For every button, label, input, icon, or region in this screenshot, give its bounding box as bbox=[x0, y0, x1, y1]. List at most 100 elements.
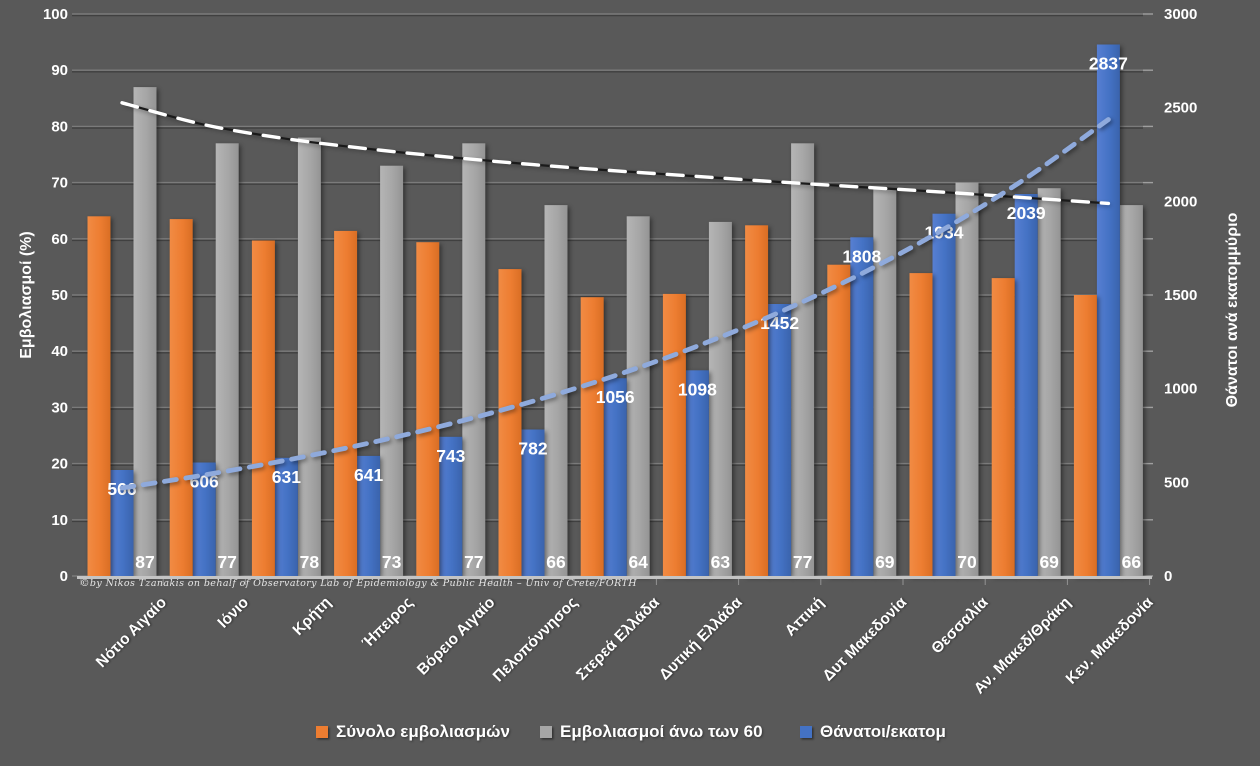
bar-deaths bbox=[603, 378, 627, 576]
x-axis-line bbox=[77, 576, 1152, 585]
tick-label: 69 bbox=[875, 552, 895, 572]
bar-over60 bbox=[1037, 188, 1061, 576]
tick-label: 100 bbox=[43, 6, 68, 23]
bar-total bbox=[87, 216, 111, 577]
legend-item-over-60-vaccinations: Εμβολιασμοί άνω των 60 bbox=[540, 722, 763, 742]
bar-deaths bbox=[357, 455, 381, 576]
tick-label: 0 bbox=[60, 568, 68, 585]
tick-label: 782 bbox=[518, 439, 547, 459]
trendline-deaths-dashed bbox=[119, 117, 1111, 491]
bar-over60 bbox=[133, 87, 157, 576]
bar-over60 bbox=[873, 188, 897, 576]
bar-value-labels: 8756677606786317364177743667826410566310… bbox=[107, 54, 1141, 572]
tick-label: 78 bbox=[300, 552, 320, 572]
tick-label: 1808 bbox=[842, 246, 881, 266]
tick-label: 0 bbox=[1164, 568, 1172, 585]
tick-label: 69 bbox=[1039, 552, 1059, 572]
bar-total bbox=[416, 242, 440, 576]
tick-label: 743 bbox=[436, 446, 465, 466]
right-axis-title: Θάνατοι ανά εκατομμύριο bbox=[1224, 212, 1241, 408]
bar-over60 bbox=[462, 143, 486, 577]
bar-total bbox=[662, 293, 686, 576]
tick-label: 2000 bbox=[1164, 193, 1197, 210]
tick-label: 1000 bbox=[1164, 381, 1197, 398]
legend-label: Θάνατοι/εκατομ bbox=[820, 722, 946, 741]
legend-swatch-blue bbox=[800, 726, 812, 738]
tick-label: 77 bbox=[217, 552, 236, 572]
bar-total bbox=[498, 269, 522, 576]
tick-label: 2500 bbox=[1164, 100, 1197, 117]
bar-total bbox=[580, 297, 604, 576]
tick-label: 77 bbox=[793, 552, 812, 572]
bar-total bbox=[251, 240, 275, 576]
tick-label: 73 bbox=[382, 552, 402, 572]
bar-deaths bbox=[850, 237, 874, 577]
bar-deaths bbox=[932, 213, 956, 576]
bar-over60 bbox=[708, 221, 732, 576]
bar-over60 bbox=[297, 137, 321, 576]
tick-label: 90 bbox=[51, 62, 68, 79]
bar-over60 bbox=[380, 165, 404, 576]
bar-over60 bbox=[215, 143, 239, 577]
tick-label: 80 bbox=[51, 118, 68, 135]
bar-over60 bbox=[626, 216, 650, 577]
tick-label: 20 bbox=[51, 456, 68, 473]
bar-deaths bbox=[1096, 44, 1120, 576]
tick-label: 1934 bbox=[925, 223, 964, 243]
tick-label: 40 bbox=[51, 343, 68, 360]
bar-deaths bbox=[439, 436, 463, 576]
bar-over60 bbox=[955, 182, 979, 576]
left-axis-title: Εμβολιασμοί (%) bbox=[18, 231, 35, 359]
legend-label: Εμβολιασμοί άνω των 60 bbox=[560, 722, 763, 741]
legend-label: Σύνολο εμβολιασμών bbox=[336, 722, 510, 741]
bar-deaths bbox=[274, 457, 298, 576]
legend-item-deaths: Θάνατοι/εκατομ bbox=[800, 722, 946, 742]
tick-label: 1056 bbox=[596, 387, 635, 407]
trendline-over60-white-dashes bbox=[120, 101, 1111, 206]
tick-label: 631 bbox=[272, 467, 301, 487]
tick-label: 641 bbox=[354, 465, 383, 485]
bar-over60 bbox=[544, 205, 568, 576]
legend: Σύνολο εμβολιασμών Εμβολιασμοί άνω των 6… bbox=[0, 722, 1260, 746]
bar-total bbox=[909, 273, 933, 576]
bar-total bbox=[169, 219, 193, 576]
tick-label: 64 bbox=[628, 552, 648, 572]
bar-total bbox=[827, 264, 851, 576]
bar-total bbox=[745, 225, 769, 577]
tick-label: 63 bbox=[711, 552, 731, 572]
tick-label: 500 bbox=[1164, 474, 1189, 491]
tick-label: 3000 bbox=[1164, 6, 1197, 23]
bar-deaths bbox=[110, 470, 134, 576]
legend-swatch-gray bbox=[540, 726, 552, 738]
tick-label: 70 bbox=[51, 175, 68, 192]
bar-total bbox=[334, 230, 358, 576]
legend-swatch-orange bbox=[316, 726, 328, 738]
tick-label: 87 bbox=[135, 552, 154, 572]
tick-label: 1098 bbox=[678, 379, 717, 399]
watermark-credit: ©by Nikos Tzanakis on behalf of Observat… bbox=[80, 578, 637, 589]
bar-deaths bbox=[768, 304, 792, 576]
tick-label: 10 bbox=[51, 512, 68, 529]
bar-over60 bbox=[791, 143, 815, 577]
legend-item-total-vaccinations: Σύνολο εμβολιασμών bbox=[316, 722, 510, 742]
tick-label: 60 bbox=[51, 231, 68, 248]
tick-label: 66 bbox=[1122, 552, 1142, 572]
tick-label: 2039 bbox=[1007, 203, 1046, 223]
bar-deaths bbox=[1014, 194, 1038, 576]
bar-total bbox=[991, 278, 1015, 576]
trendlines bbox=[119, 101, 1111, 491]
tick-label: 30 bbox=[51, 399, 68, 416]
bar-deaths bbox=[521, 429, 545, 576]
tick-label: 70 bbox=[957, 552, 977, 572]
tick-label: 2837 bbox=[1089, 54, 1128, 74]
tick-label: 66 bbox=[546, 552, 566, 572]
bar-deaths bbox=[685, 370, 709, 576]
tick-label: 50 bbox=[51, 287, 68, 304]
bar-deaths bbox=[192, 462, 216, 576]
bar-over60 bbox=[1119, 205, 1143, 576]
bar-total bbox=[1073, 295, 1097, 576]
tick-label: 1500 bbox=[1164, 287, 1197, 304]
bar-groups bbox=[87, 44, 1143, 577]
